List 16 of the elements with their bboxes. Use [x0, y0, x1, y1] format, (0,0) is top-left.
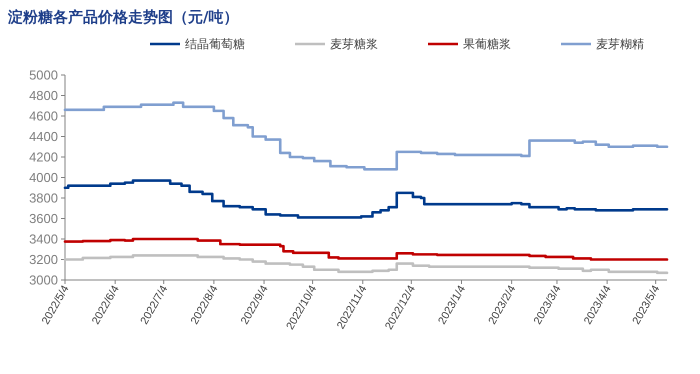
y-tick-label: 3800 [29, 190, 58, 206]
y-tick-label: 4800 [29, 88, 58, 103]
legend-label: 结晶葡萄糖 [185, 37, 245, 51]
y-tick-label: 4200 [29, 150, 58, 164]
legend-label: 果葡糖浆 [463, 37, 511, 51]
y-tick-label: 3600 [29, 211, 58, 226]
chart-title: 淀粉糖各产品价格走势图（元/吨） [7, 8, 238, 26]
y-tick-label: 4000 [29, 170, 58, 185]
y-tick-label: 3400 [29, 232, 58, 246]
legend-label: 麦芽糊精 [596, 37, 644, 51]
y-tick-label: 3200 [29, 252, 58, 267]
y-tick-label: 3000 [29, 272, 58, 288]
y-tick-label: 4400 [29, 129, 58, 144]
y-tick-label: 5000 [29, 68, 58, 82]
y-tick-label: 4600 [29, 108, 58, 124]
legend-label: 麦芽糖浆 [330, 37, 378, 51]
